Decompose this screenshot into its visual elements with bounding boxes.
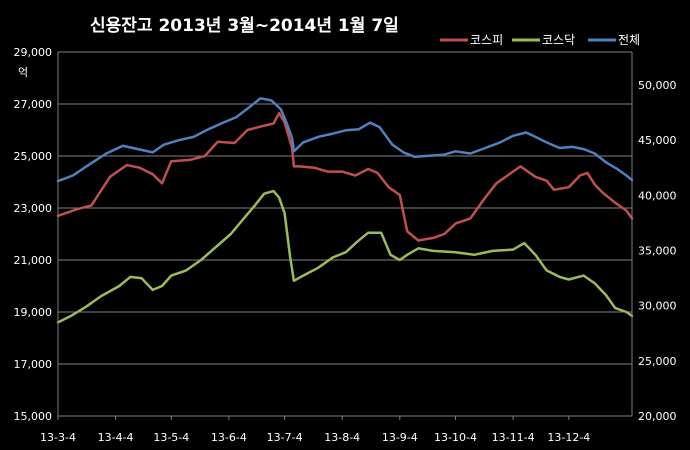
x-tick-label: 13-6-4	[211, 431, 247, 444]
x-tick-label: 13-5-4	[153, 431, 189, 444]
legend-item-total: 전체	[588, 33, 640, 47]
series-line-kosdaq	[56, 189, 634, 324]
legend-item-kosdaq: 코스닥	[512, 33, 575, 47]
y-left-tick-label: 19,000	[14, 306, 53, 319]
y-right-tick-label: 45,000	[638, 134, 677, 147]
y-right-tick-label: 30,000	[638, 300, 677, 313]
legend-item-kospi: 코스피	[440, 33, 503, 47]
tick-labels: 15,000 17,000 19,000 21,000 23,000 25,000 27,0…	[14, 46, 677, 444]
y-left-tick-label: 17,000	[14, 358, 53, 371]
axes	[57, 52, 633, 417]
y-left-tick-label: 15,000	[14, 410, 53, 423]
y-left-tick-label: 27,000	[14, 98, 53, 111]
series-layer	[56, 97, 634, 324]
plot-area	[58, 52, 632, 416]
legend-label-kospi: 코스피	[470, 33, 503, 47]
y-right-tick-label: 40,000	[638, 189, 677, 202]
legend: 코스피 코스닥 전체	[440, 33, 640, 47]
y-right-tick-label: 35,000	[638, 245, 677, 258]
y-left-tick-label: 23,000	[14, 202, 53, 215]
grid-lines	[58, 51, 632, 365]
series-line-total	[56, 97, 634, 183]
x-tick-label: 13-4-4	[98, 431, 134, 444]
y-right-tick-label: 50,000	[638, 79, 677, 92]
x-tick-label: 13-9-4	[382, 431, 418, 444]
x-tick-label: 13-10-4	[434, 431, 477, 444]
x-tick-label: 13-7-4	[267, 431, 303, 444]
x-tick-label: 13-8-4	[324, 431, 360, 444]
legend-label-kosdaq: 코스닥	[542, 33, 575, 47]
y-left-unit-label: 억	[18, 66, 28, 79]
chart-title: 신용잔고 2013년 3월~2014년 1월 7일	[90, 16, 399, 36]
y-right-tick-label: 20,000	[638, 410, 677, 423]
x-tick-label: 13-3-4	[40, 431, 76, 444]
x-tick-label: 13-11-4	[492, 431, 535, 444]
series-line-kospi	[56, 111, 634, 242]
y-left-tick-label: 29,000	[14, 46, 53, 59]
x-tick-label: 13-12-4	[547, 431, 590, 444]
y-left-tick-label: 21,000	[14, 254, 53, 267]
y-left-tick-label: 25,000	[14, 150, 53, 163]
y-right-tick-label: 25,000	[638, 355, 677, 368]
legend-label-total: 전체	[618, 33, 640, 47]
